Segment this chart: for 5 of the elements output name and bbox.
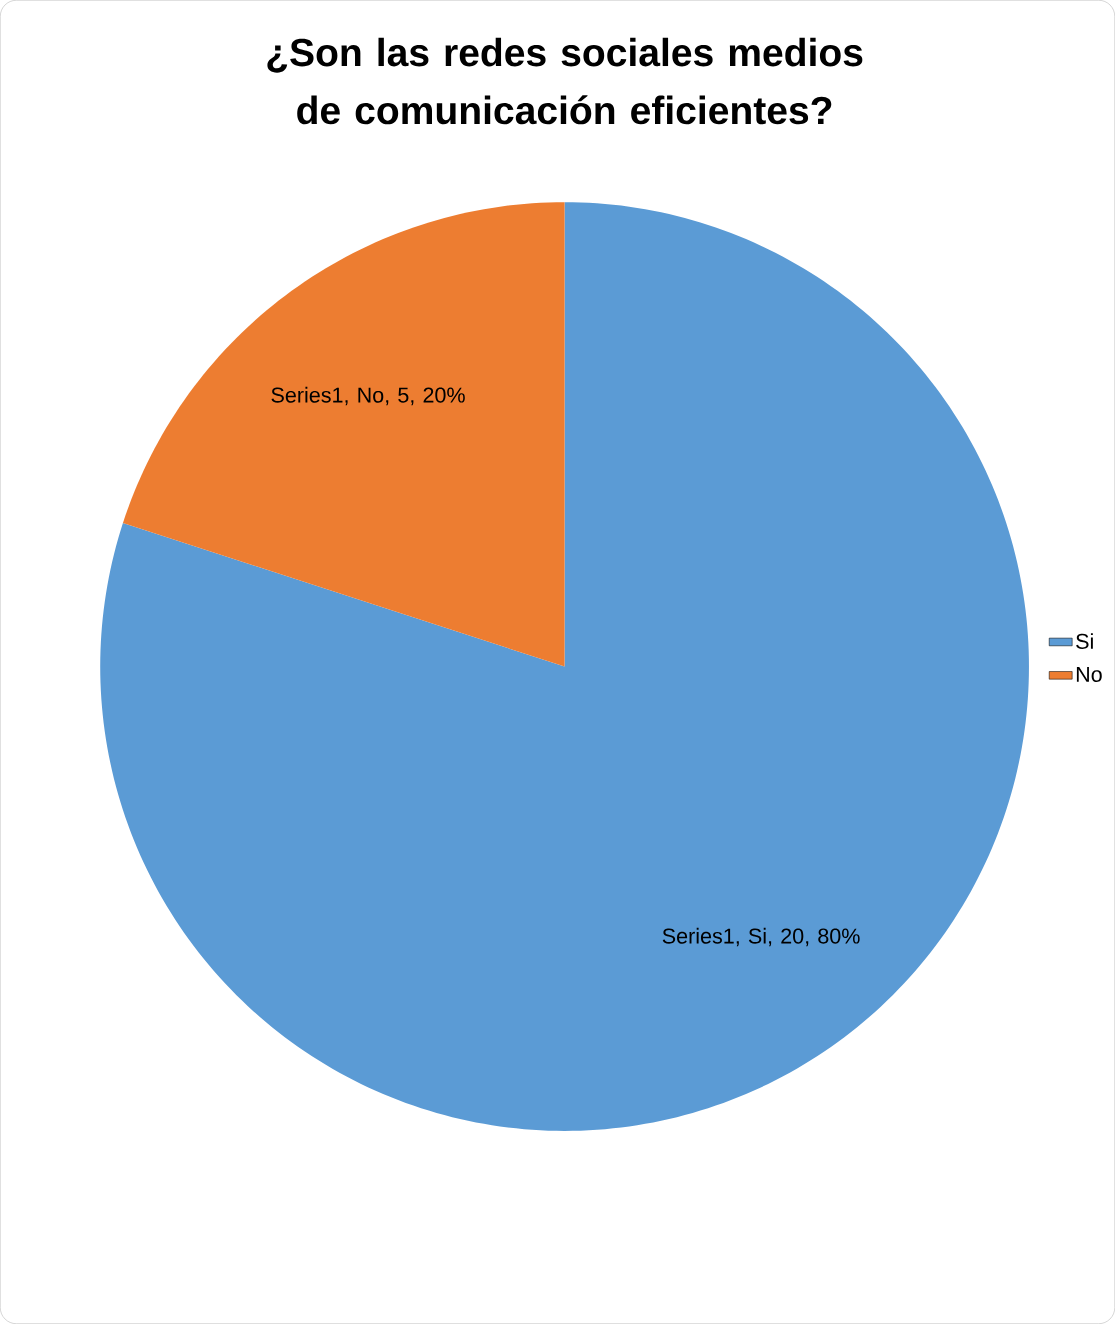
legend-label: Si (1076, 633, 1093, 649)
chart-title: ¿Son las redes sociales medios de comunicación eficientes? (267, 37, 863, 125)
data-label: Series1, Si, 20, 80% (662, 927, 860, 947)
legend-label: No (1076, 666, 1102, 682)
data-label: Series1, No, 5, 20% (271, 386, 465, 406)
